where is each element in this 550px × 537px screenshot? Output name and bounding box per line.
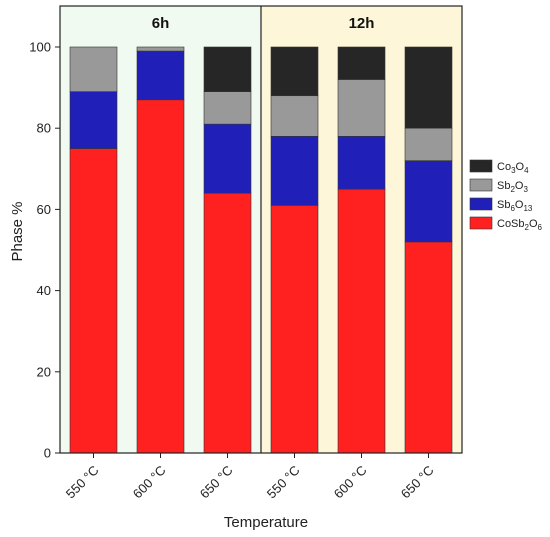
bar-segment	[270, 46, 319, 97]
y-tick-label: 80	[37, 121, 51, 136]
legend-label: Sb6O13	[497, 199, 533, 213]
group-label: 6h	[152, 15, 170, 32]
bar-segment	[337, 188, 386, 454]
bar-segment	[203, 123, 252, 194]
group-labels: 6h 12h	[152, 15, 375, 32]
bar-segment	[404, 46, 453, 129]
y-axis-title: Phase %	[9, 201, 26, 261]
legend-swatch	[469, 178, 493, 192]
legend-swatch	[469, 216, 493, 230]
bar-segment	[69, 91, 118, 149]
bar-segment	[404, 241, 453, 454]
x-tick-label: 550 °C	[264, 463, 303, 502]
group-label: 12h	[349, 15, 375, 32]
bar-segment	[270, 136, 319, 206]
bar-segment	[404, 160, 453, 243]
x-tick-label: 650 °C	[197, 463, 236, 502]
y-tick-label: 100	[29, 40, 51, 55]
x-axis: 550 °C 600 °C 650 °C 550 °C 600 °C 650 °C	[63, 453, 437, 501]
x-tick-label: 650 °C	[398, 463, 437, 502]
x-tick-label: 550 °C	[63, 463, 102, 502]
bar-segment	[136, 46, 185, 52]
bar-segment	[337, 79, 386, 137]
bar-segment	[337, 136, 386, 190]
bar-segment	[203, 192, 252, 454]
legend-label: Co3O4	[497, 161, 529, 175]
x-axis-title: Temperature	[224, 514, 308, 531]
x-tick-label: 600 °C	[331, 463, 370, 502]
y-tick-label: 40	[37, 283, 51, 298]
legend-label: CoSb2O6	[497, 218, 543, 232]
legend-swatch	[469, 197, 493, 211]
x-tick-label: 600 °C	[130, 463, 169, 502]
y-tick-label: 0	[44, 446, 51, 461]
bar-segment	[136, 99, 185, 454]
bar-segment	[404, 127, 453, 161]
legend-swatch	[469, 159, 493, 173]
bar-segment	[136, 50, 185, 101]
y-tick-label: 20	[37, 364, 51, 379]
bars	[69, 46, 453, 454]
y-tick-label: 60	[37, 202, 51, 217]
bar-segment	[203, 91, 252, 125]
bar-segment	[69, 46, 118, 92]
bar-segment	[270, 95, 319, 137]
bar-segment	[69, 148, 118, 454]
legend: Co3O4 Sb2O3 Sb6O13 CoSb2O6	[469, 159, 543, 232]
legend-label: Sb2O3	[497, 180, 528, 194]
bar-segment	[337, 46, 386, 80]
bar-segment	[270, 205, 319, 454]
y-axis: 0 20 40 60 80 100	[29, 40, 60, 461]
bar-segment	[203, 46, 252, 92]
